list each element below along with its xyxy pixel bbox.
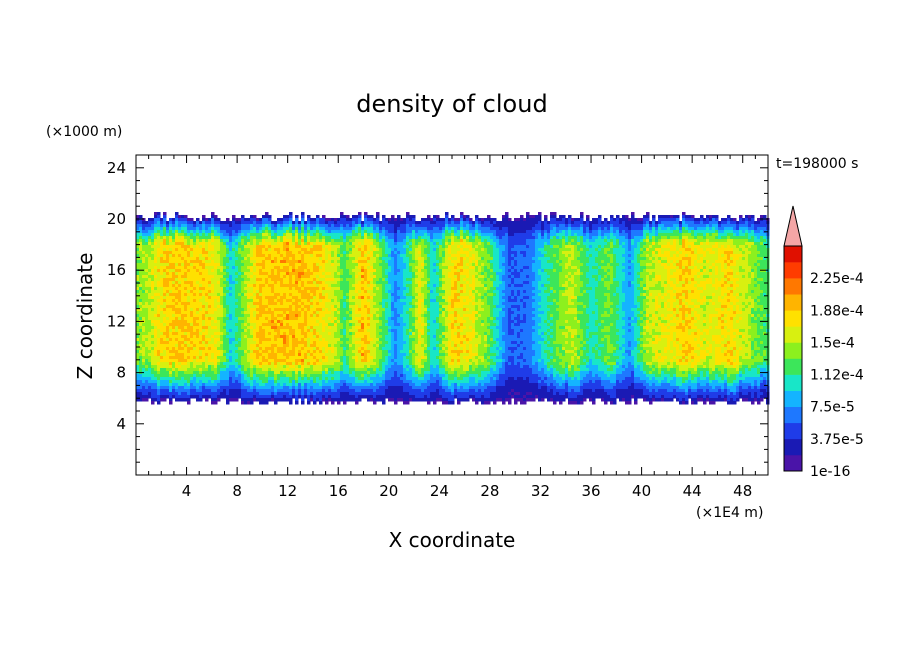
colorbar-swatch [784, 246, 802, 263]
colorbar-label: 1.88e-4 [810, 303, 864, 319]
heatmap-field [136, 212, 770, 405]
colorbar-swatch [784, 342, 802, 359]
y-axis-unit: (×1000 m) [46, 124, 122, 140]
colorbar-swatch [784, 262, 802, 279]
y-tick-label: 8 [116, 364, 126, 382]
y-tick-label: 16 [107, 261, 126, 279]
colorbar-swatch [784, 310, 802, 327]
colorbar-swatch [784, 326, 802, 343]
colorbar-label: 1e-16 [810, 464, 850, 480]
x-tick-label: 8 [232, 482, 242, 500]
x-tick-label: 4 [182, 482, 192, 500]
y-tick-label: 24 [107, 159, 126, 177]
colorbar-label: 2.25e-4 [810, 271, 864, 287]
colorbar-label: 3.75e-5 [810, 432, 864, 448]
time-label: t=198000 s [776, 156, 858, 172]
colorbar-label: 1.12e-4 [810, 368, 864, 384]
x-tick-label: 48 [733, 482, 752, 500]
y-tick-label: 20 [107, 210, 126, 228]
x-axis-ticks: 4 8 12 16 20 24 28 32 36 40 44 48 [148, 155, 756, 500]
colorbar-swatch [784, 422, 802, 440]
x-tick-label: 16 [329, 482, 348, 500]
colorbar-swatch [784, 358, 802, 375]
x-tick-label: 44 [683, 482, 702, 500]
x-tick-label: 32 [531, 482, 550, 500]
y-tick-label: 12 [107, 312, 126, 330]
x-tick-label: 20 [379, 482, 398, 500]
x-tick-label: 28 [480, 482, 499, 500]
y-axis-ticks: 4 8 12 16 20 24 [107, 159, 768, 463]
colorbar-swatch [784, 454, 802, 472]
colorbar: 1e-16 3.75e-5 7.5e-5 1.12e-4 1.5e-4 1.88e-4 2.… [783, 205, 864, 480]
x-tick-label: 40 [632, 482, 651, 500]
colorbar-swatch [784, 406, 802, 424]
x-tick-label: 12 [278, 482, 297, 500]
colorbar-swatch [784, 374, 802, 391]
colorbar-swatch [784, 294, 802, 311]
y-axis-label: Z coordinate [73, 253, 97, 380]
colorbar-swatch [784, 438, 802, 456]
colorbar-swatch [784, 390, 802, 408]
x-axis-unit: (×1E4 m) [696, 505, 763, 521]
colorbar-label: 7.5e-5 [810, 400, 855, 416]
x-tick-label: 36 [581, 482, 600, 500]
x-axis-label: X coordinate [389, 528, 516, 552]
colorbar-label: 1.5e-4 [810, 335, 855, 351]
chart-title: density of cloud [356, 90, 547, 118]
y-tick-label: 4 [116, 415, 126, 433]
x-tick-label: 24 [430, 482, 449, 500]
colorbar-swatch [784, 278, 802, 295]
colorbar-overflow-arrow [783, 205, 803, 247]
